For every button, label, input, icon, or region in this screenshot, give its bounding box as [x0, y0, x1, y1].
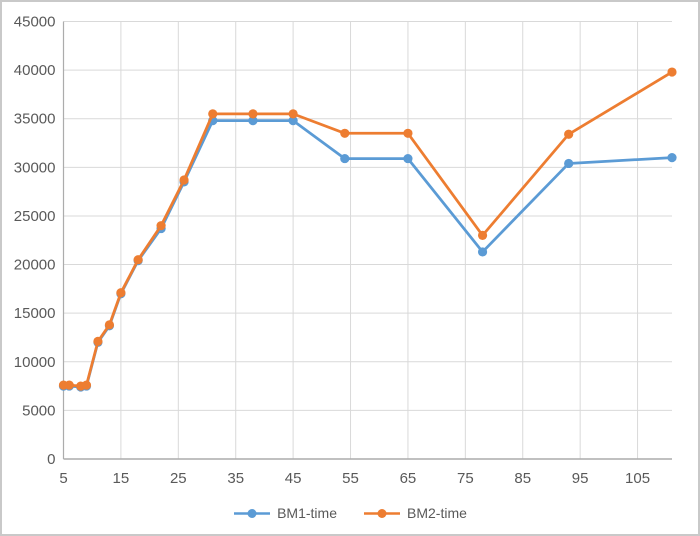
data-point-bm1-time [403, 153, 413, 164]
x-tick-label: 95 [572, 470, 589, 487]
y-tick-label: 30000 [14, 159, 56, 176]
data-point-bm1-time [564, 158, 574, 169]
data-point-bm1-time [340, 153, 350, 164]
y-tick-label: 0 [47, 451, 55, 468]
legend-item-bm2-time: BM2-time [363, 505, 467, 521]
y-tick-label: 10000 [14, 354, 56, 371]
x-tick-label: 5 [59, 470, 67, 487]
y-tick-label: 35000 [14, 111, 56, 128]
data-point-bm2-time [477, 230, 488, 240]
data-point-bm2-time [208, 109, 218, 119]
data-point-bm2-time [64, 380, 74, 390]
data-point-bm1-time [288, 116, 298, 126]
data-point-bm2-time [667, 67, 677, 77]
data-point-bm2-time [564, 129, 574, 139]
y-tick-label: 15000 [14, 305, 56, 322]
y-tick-label: 45000 [14, 14, 56, 31]
x-tick-label: 75 [457, 470, 474, 487]
data-point-bm2-time [248, 109, 258, 119]
data-point-bm1-time [477, 247, 488, 257]
y-tick-label: 40000 [14, 62, 56, 79]
y-tick-label: 5000 [22, 402, 55, 419]
x-tick-label: 35 [227, 470, 244, 487]
y-tick-label: 20000 [14, 257, 56, 274]
legend-item-bm1-time: BM1-time [233, 505, 337, 521]
x-tick-label: 55 [342, 470, 359, 487]
data-point-bm2-time [81, 380, 92, 390]
series-line-bm1-time [62, 119, 674, 389]
x-tick-label: 45 [285, 470, 302, 487]
legend-label-bm1-time: BM1-time [277, 505, 337, 521]
data-point-bm2-time [116, 288, 126, 298]
x-tick-label: 25 [170, 470, 187, 487]
legend-marker-bm1-time-icon [234, 508, 271, 518]
data-point-bm2-time [93, 336, 103, 346]
data-point-bm2-time [104, 320, 115, 330]
data-point-bm1-time [248, 116, 258, 126]
y-tick-label: 25000 [14, 208, 56, 225]
data-point-bm1-time [667, 153, 677, 163]
data-point-bm2-time [340, 128, 350, 138]
data-point-bm2-time [403, 128, 413, 138]
data-point-bm2-time [133, 255, 143, 265]
legend-marker-bm2-time-icon [364, 508, 400, 518]
x-tick-label: 65 [400, 470, 417, 487]
data-point-bm2-time [179, 175, 189, 185]
x-tick-label: 85 [514, 470, 531, 487]
data-point-bm2-time [288, 109, 298, 119]
legend-label-bm2-time: BM2-time [407, 505, 467, 521]
x-tick-label: 105 [625, 470, 650, 487]
data-point-bm2-time [156, 221, 166, 231]
legend: BM1-time BM2-time [2, 500, 698, 526]
x-tick-label: 15 [113, 470, 130, 487]
